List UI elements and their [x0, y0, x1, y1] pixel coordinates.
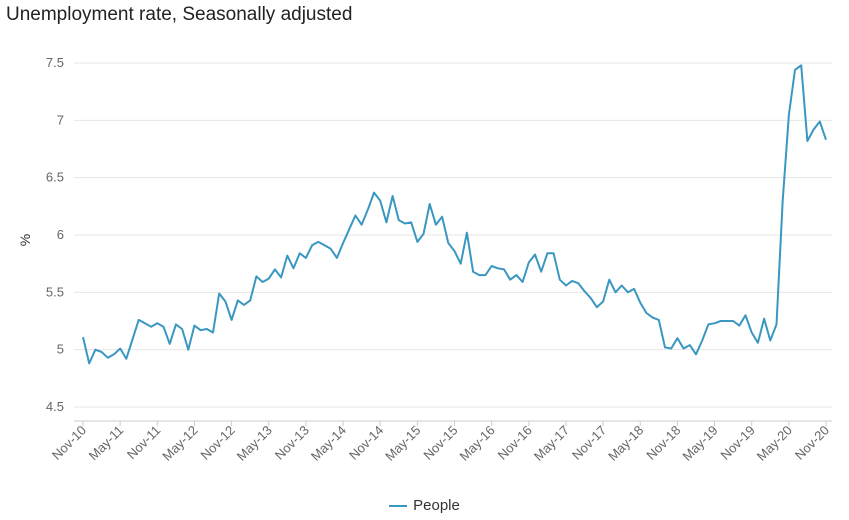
- x-tick-label: Nov-20: [792, 423, 832, 463]
- gridlines: [74, 62, 832, 422]
- series-layer: [82, 64, 827, 365]
- x-tick-label: May-12: [159, 423, 200, 464]
- legend[interactable]: People: [0, 497, 849, 514]
- y-tick-label: 6.5: [46, 170, 64, 185]
- y-tick-label: 5: [57, 342, 64, 357]
- x-tick-label: May-20: [754, 423, 795, 464]
- y-axis-label: %: [17, 234, 33, 246]
- x-tick-label: Nov-18: [643, 423, 683, 463]
- x-tick-label: Nov-13: [272, 423, 312, 463]
- chart-title: Unemployment rate, Seasonally adjusted: [6, 4, 353, 25]
- x-tick-label: Nov-17: [569, 423, 609, 463]
- x-tick-label: May-17: [531, 423, 572, 464]
- legend-label-people: People: [413, 497, 460, 514]
- x-tick-label: May-11: [86, 423, 127, 464]
- y-tick-label: 7.5: [46, 55, 64, 70]
- x-tick-label: May-13: [234, 423, 275, 464]
- x-tick-label: May-15: [382, 423, 423, 464]
- y-tick-label: 7: [57, 112, 64, 127]
- x-tick-label: May-19: [679, 423, 720, 464]
- legend-swatch-people: [389, 505, 408, 508]
- x-tick-label: Nov-15: [420, 423, 460, 463]
- x-tick-label: May-16: [457, 423, 498, 464]
- series-line-people[interactable]: [82, 64, 827, 365]
- x-tick-label: Nov-16: [495, 423, 535, 463]
- x-tick-label: May-14: [308, 423, 349, 464]
- x-tick-label: May-18: [605, 423, 646, 464]
- y-tick-label: 5.5: [46, 284, 64, 299]
- x-tick-label: Nov-10: [49, 423, 89, 463]
- x-tick-label: Nov-19: [718, 423, 758, 463]
- y-tick-label: 6: [57, 227, 64, 242]
- x-axis-ticks: Nov-10May-11Nov-11May-12Nov-12May-13Nov-…: [49, 421, 832, 464]
- y-axis-ticks: 4.5 5 5.5 6 6.5 7 7.5: [46, 55, 64, 414]
- x-tick-label: Nov-14: [346, 423, 386, 463]
- x-tick-label: Nov-12: [197, 423, 237, 463]
- y-tick-label: 4.5: [46, 399, 64, 414]
- x-tick-label: Nov-11: [124, 423, 164, 463]
